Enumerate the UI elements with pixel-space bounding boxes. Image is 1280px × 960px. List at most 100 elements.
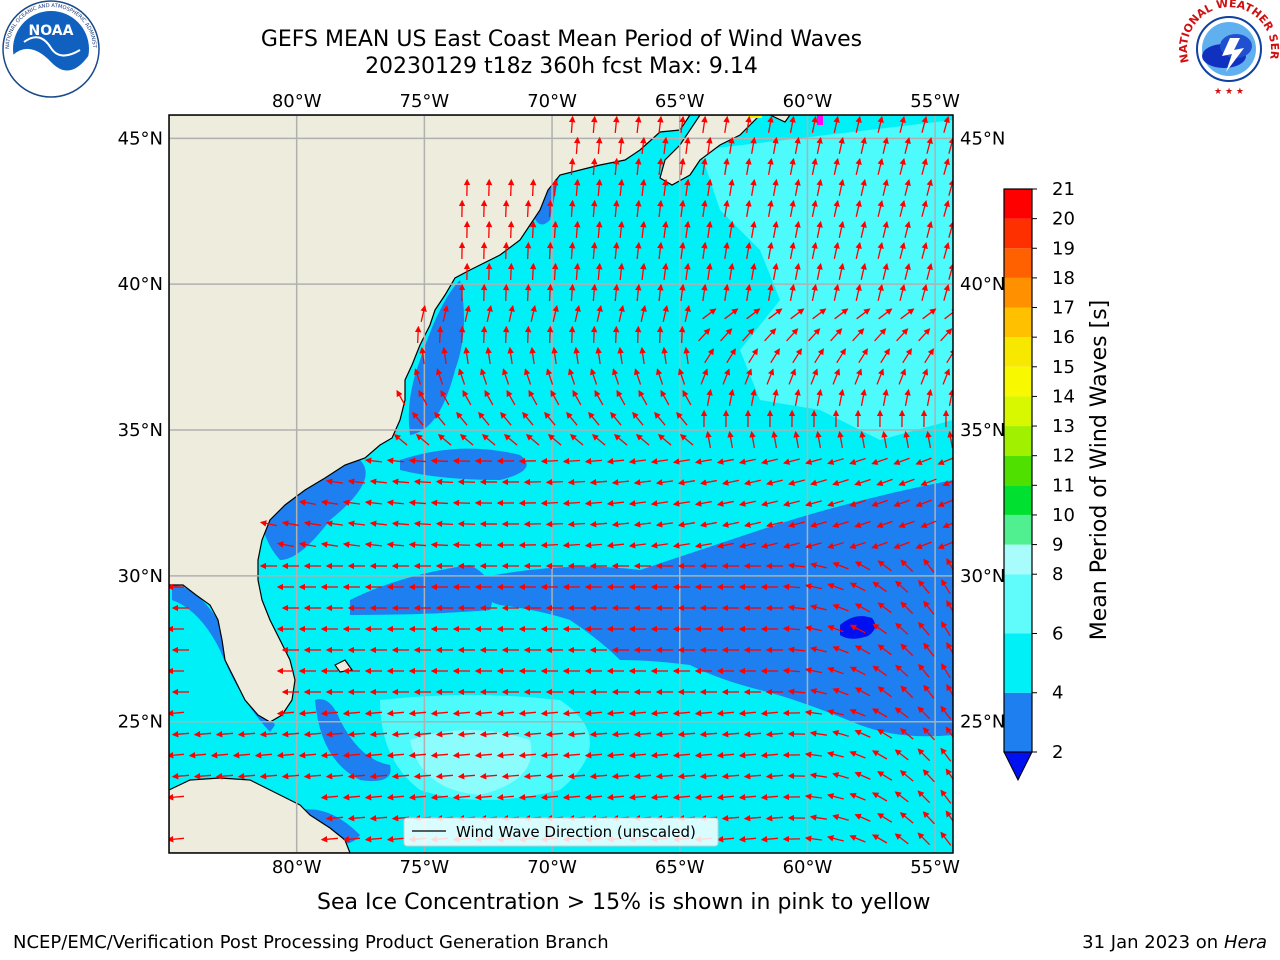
wind-wave-arrow: [788, 521, 805, 528]
wind-wave-arrow: [878, 308, 893, 320]
wind-wave-arrow: [436, 368, 444, 385]
wind-wave-arrow: [728, 136, 735, 155]
wind-wave-arrow: [772, 136, 779, 154]
wind-wave-arrow: [458, 325, 466, 344]
wind-wave-arrow: [771, 430, 778, 448]
lon-label-bottom: 80°W: [272, 857, 322, 878]
wind-wave-arrow: [628, 710, 647, 717]
wind-wave-arrow: [396, 389, 406, 406]
wind-wave-arrow: [694, 794, 713, 801]
wind-wave-arrow: [738, 836, 757, 843]
wind-wave-arrow: [917, 748, 931, 762]
wind-wave-arrow: [898, 478, 915, 487]
wind-wave-arrow: [303, 520, 321, 527]
wind-wave-arrow: [877, 771, 893, 781]
wind-wave-arrow: [945, 768, 953, 780]
wind-wave-arrow: [430, 541, 449, 549]
wind-wave-arrow: [898, 368, 907, 385]
wind-wave-arrow: [811, 115, 818, 133]
wind-wave-arrow: [617, 346, 624, 365]
wind-wave-arrow: [440, 389, 450, 406]
wind-wave-arrow: [611, 521, 630, 528]
wind-wave-arrow: [540, 752, 559, 759]
wind-wave-arrow: [430, 710, 449, 717]
wind-wave-arrow: [701, 199, 708, 218]
wind-wave-arrow: [342, 794, 361, 801]
wind-wave-arrow: [832, 479, 849, 486]
wind-wave-arrow: [944, 308, 953, 320]
wind-wave-arrow: [551, 262, 559, 281]
colorbar-under-triangle: [1003, 751, 1033, 782]
wind-wave-arrow: [923, 642, 935, 657]
wind-wave-arrow: [816, 388, 823, 406]
wind-wave-arrow: [682, 389, 692, 406]
wind-wave-arrow: [937, 499, 953, 508]
wind-wave-arrow: [169, 794, 185, 801]
colorbar-bin: [1004, 426, 1032, 456]
wind-wave-arrow: [415, 434, 430, 446]
wind-wave-arrow: [606, 542, 625, 549]
wind-wave-arrow: [276, 710, 295, 717]
wind-wave-arrow: [917, 832, 931, 846]
wind-wave-arrow: [508, 304, 515, 322]
wind-wave-arrow: [809, 604, 827, 611]
wind-wave-arrow: [612, 368, 620, 385]
wind-wave-arrow: [767, 199, 774, 217]
wind-wave-arrow: [502, 199, 510, 218]
wind-wave-arrow: [618, 304, 625, 322]
wind-wave-arrow: [632, 411, 644, 426]
wind-wave-arrow: [706, 262, 713, 281]
wind-wave-arrow: [838, 388, 845, 406]
wind-wave-arrow: [522, 411, 534, 426]
wind-wave-arrow: [525, 434, 540, 446]
wind-wave-arrow: [457, 773, 476, 780]
wind-wave-arrow: [393, 434, 408, 446]
wind-wave-arrow: [900, 685, 914, 699]
wind-wave-arrow: [882, 220, 889, 238]
wind-wave-arrow: [518, 710, 537, 717]
wind-wave-arrow: [783, 458, 800, 465]
wind-wave-arrow: [904, 136, 911, 154]
wind-wave-arrow: [793, 430, 800, 448]
colorbar-bin: [1004, 633, 1032, 693]
wind-wave-arrow: [545, 478, 564, 486]
svg-text:Wind Wave Direction (unscaled): Wind Wave Direction (unscaled): [456, 823, 696, 841]
wind-wave-arrow: [596, 136, 603, 155]
wind-wave-arrow: [442, 304, 449, 322]
wind-wave-arrow: [572, 389, 582, 406]
wind-wave-arrow: [794, 136, 801, 154]
wind-wave-arrow: [634, 368, 642, 385]
wind-wave-arrow: [805, 458, 822, 465]
wind-wave-arrow: [809, 688, 827, 695]
wind-wave-arrow: [849, 582, 866, 592]
wind-wave-arrow: [860, 220, 867, 238]
wind-wave-arrow: [804, 667, 822, 674]
wind-wave-arrow: [792, 348, 802, 364]
wind-wave-arrow: [804, 709, 823, 716]
lat-label-left: 35°N: [118, 420, 163, 441]
wind-wave-arrow: [452, 752, 471, 759]
wind-wave-arrow: [640, 136, 647, 155]
wind-wave-arrow: [700, 368, 709, 385]
wind-wave-arrow: [529, 346, 536, 365]
map-area[interactable]: [168, 115, 958, 853]
wind-wave-arrow: [568, 199, 576, 218]
wind-wave-arrow: [942, 522, 953, 529]
wind-wave-arrow: [569, 434, 584, 446]
wind-wave-arrow: [922, 308, 937, 320]
wind-wave-arrow: [738, 710, 757, 717]
wind-wave-arrow: [699, 731, 718, 738]
colorbar-title: Mean Period of Wind Waves [s]: [1087, 300, 1112, 640]
wind-wave-arrow: [805, 542, 822, 549]
wind-wave-arrow: [518, 752, 537, 759]
wind-wave-arrow: [452, 457, 471, 465]
wind-wave-arrow: [701, 241, 708, 260]
colorbar-tick-label: 2: [1052, 742, 1063, 763]
wind-wave-arrow: [684, 304, 691, 322]
wind-wave-arrow: [677, 521, 695, 528]
wind-wave-arrow: [704, 348, 714, 364]
wind-wave-arrow: [760, 458, 778, 465]
wind-wave-arrow: [860, 178, 867, 196]
wind-wave-arrow: [613, 283, 620, 302]
wind-wave-arrow: [764, 328, 777, 342]
